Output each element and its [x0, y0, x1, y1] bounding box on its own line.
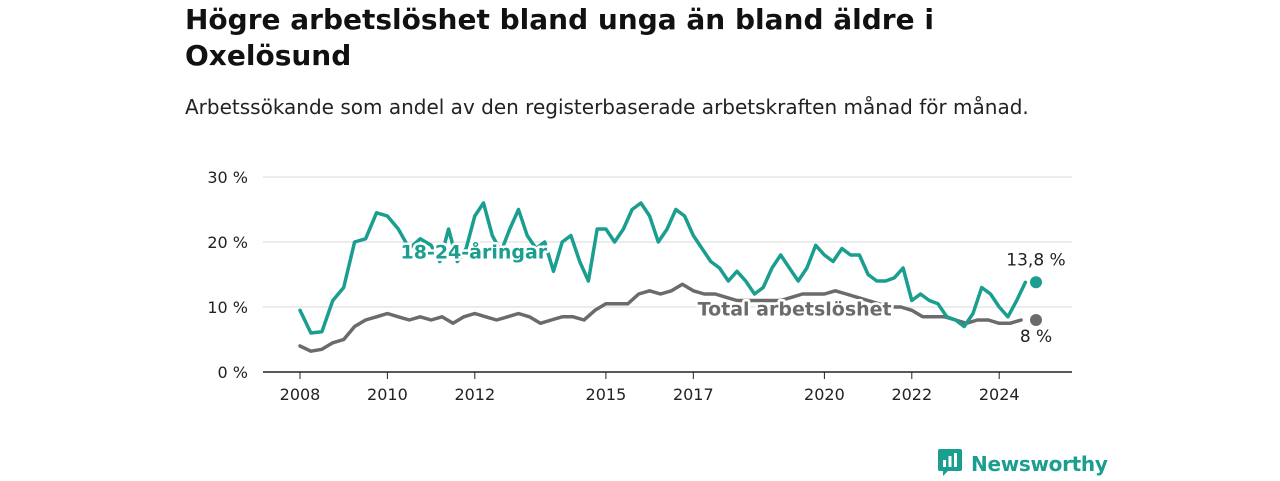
x-tick-label: 2008: [280, 385, 321, 404]
y-tick-label: 30 %: [207, 168, 248, 187]
page-subtitle: Arbetssökande som andel av den registerb…: [185, 95, 1029, 119]
series-end-label: 8 %: [1020, 327, 1052, 347]
x-tick-label: 2015: [586, 385, 627, 404]
series-annotation: 18-24-åringar: [401, 239, 548, 263]
series-end-label: 13,8 %: [1006, 250, 1065, 270]
series-end-point: [1030, 314, 1042, 326]
x-tick-label: 2022: [891, 385, 932, 404]
series-end-point: [1030, 276, 1042, 289]
series-line: [298, 201, 1028, 335]
x-tick-label: 2010: [367, 385, 408, 404]
series-line: [298, 282, 1023, 353]
y-tick-label: 20 %: [207, 233, 248, 252]
page-title: Högre arbetslöshet bland unga än bland ä…: [185, 3, 934, 72]
x-tick-label: 2017: [673, 385, 714, 404]
x-tick-label: 2012: [454, 385, 495, 404]
x-tick-label: 2020: [804, 385, 845, 404]
series-annotation: Total arbetslöshet: [698, 298, 892, 320]
x-tick-label: 2024: [979, 385, 1020, 404]
brand-name: Newsworthy: [971, 452, 1108, 476]
newsworthy-logo-icon: [937, 447, 963, 481]
brand: Newsworthy: [937, 449, 1108, 479]
y-tick-label: 10 %: [207, 298, 248, 317]
y-tick-label: 0 %: [218, 363, 248, 382]
